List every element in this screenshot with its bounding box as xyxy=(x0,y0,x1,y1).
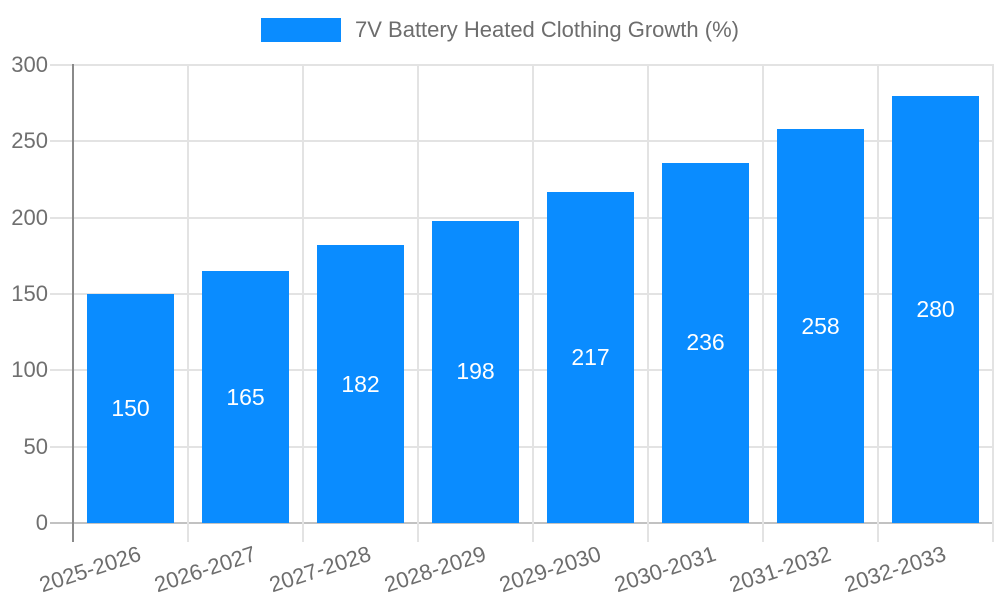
gridline-y xyxy=(50,140,993,143)
gridline-y xyxy=(50,369,993,372)
y-tick-label: 150 xyxy=(11,281,48,306)
bar[interactable]: 150 xyxy=(87,294,174,523)
bar[interactable]: 236 xyxy=(662,162,749,523)
bar[interactable]: 280 xyxy=(892,95,979,523)
bar-value-label: 258 xyxy=(801,312,840,339)
gridline-y xyxy=(50,216,993,219)
x-tick-label: 2032-2033 xyxy=(841,541,950,598)
x-tick-label: 2031-2032 xyxy=(726,541,835,598)
x-axis-baseline xyxy=(50,522,993,524)
y-tick-label: 300 xyxy=(11,52,48,77)
y-tick-label: 50 xyxy=(23,433,48,459)
bar-value-label: 198 xyxy=(456,358,495,385)
legend-swatch xyxy=(261,18,342,42)
gridline-x xyxy=(877,64,879,542)
bar[interactable]: 258 xyxy=(777,129,864,523)
gridline-x xyxy=(992,64,994,542)
x-tick-label: 2025-2026 xyxy=(36,541,145,598)
x-tick-label: 2030-2031 xyxy=(611,541,720,598)
y-tick-label: 250 xyxy=(11,128,48,154)
x-tick-label: 2029-2030 xyxy=(496,541,605,598)
bar-value-label: 150 xyxy=(111,395,150,421)
gridline-x xyxy=(647,64,649,542)
y-axis-line xyxy=(72,64,74,542)
chart-legend: 7V Battery Heated Clothing Growth (%) xyxy=(0,17,1000,43)
gridline-x xyxy=(417,64,419,542)
bar-value-label: 217 xyxy=(571,343,610,370)
bar[interactable]: 217 xyxy=(547,191,634,523)
bar[interactable]: 182 xyxy=(317,245,404,523)
bar[interactable]: 198 xyxy=(432,220,519,523)
gridline-y xyxy=(50,64,993,66)
bar-value-label: 165 xyxy=(226,383,265,410)
y-tick-label: 0 xyxy=(35,510,48,535)
gridline-x xyxy=(302,64,304,542)
x-tick-label: 2026-2027 xyxy=(151,541,260,598)
gridline-y xyxy=(50,445,993,448)
y-tick-label: 100 xyxy=(11,357,48,383)
bar-value-label: 182 xyxy=(341,370,380,397)
gridline-x xyxy=(762,64,764,542)
bar-value-label: 280 xyxy=(916,295,955,322)
gridline-x xyxy=(187,64,189,542)
gridline-y xyxy=(50,293,993,295)
x-tick-label: 2027-2028 xyxy=(266,541,375,598)
legend-label: 7V Battery Heated Clothing Growth (%) xyxy=(355,17,739,42)
bar[interactable]: 165 xyxy=(202,271,289,523)
gridline-x xyxy=(532,64,534,542)
x-tick-label: 2028-2029 xyxy=(381,541,490,598)
y-tick-label: 200 xyxy=(11,204,48,230)
bar-value-label: 236 xyxy=(686,329,725,356)
